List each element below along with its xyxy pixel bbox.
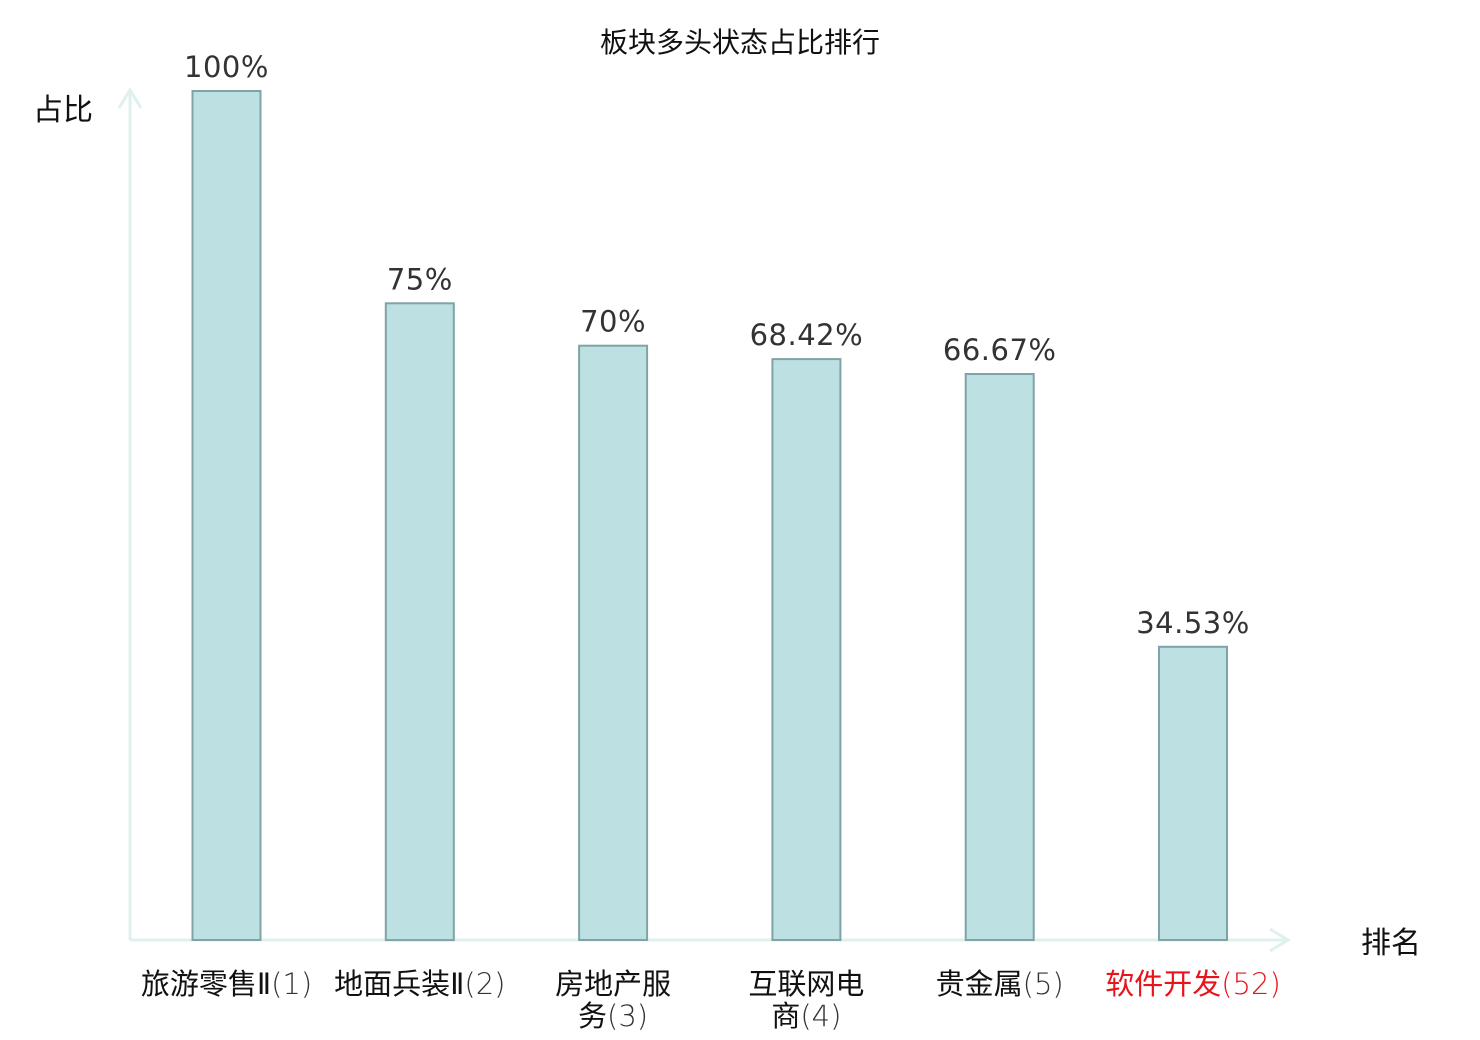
category-label: 贵金属(5) xyxy=(936,967,1064,1001)
bar xyxy=(1158,645,1228,941)
value-label: 34.53% xyxy=(1136,606,1250,640)
value-labels: 100% 75% 70% 68.42% 66.67% 34.53% xyxy=(184,50,1250,640)
axes xyxy=(117,87,1291,953)
category-label-line: 房地产服 xyxy=(555,967,671,1001)
category-label-line: 软件开发(52) xyxy=(1105,967,1281,1001)
value-label: 100% xyxy=(184,50,269,84)
bar xyxy=(384,302,455,942)
bar xyxy=(191,90,262,941)
category-label-line: 贵金属(5) xyxy=(936,967,1064,1001)
category-label-line: 旅游零售Ⅱ(1) xyxy=(141,967,312,1001)
y-axis-label: 占比 xyxy=(33,93,93,128)
value-label: 68.42% xyxy=(750,318,864,352)
bars xyxy=(191,90,1228,942)
category-label: 软件开发(52) xyxy=(1105,967,1281,1001)
bar xyxy=(964,373,1035,941)
bar xyxy=(771,358,842,942)
category-label: 地面兵装Ⅱ(2) xyxy=(334,967,505,1001)
category-label-line: 互联网电 xyxy=(748,967,864,1001)
y-axis-arrow xyxy=(117,87,143,109)
value-label: 75% xyxy=(387,262,453,296)
chart-title: 板块多头状态占比排行 xyxy=(600,26,880,59)
bar xyxy=(578,344,649,941)
x-axis-arrow xyxy=(1269,927,1291,953)
category-label-line: 务(3) xyxy=(578,999,648,1033)
x-axis-label: 排名 xyxy=(1361,926,1421,961)
category-label: 旅游零售Ⅱ(1) xyxy=(141,967,312,1001)
category-label-line: 地面兵装Ⅱ(2) xyxy=(334,967,505,1001)
value-label: 70% xyxy=(580,305,646,339)
value-label: 66.67% xyxy=(943,333,1057,367)
category-label-line: 商(4) xyxy=(771,999,841,1033)
